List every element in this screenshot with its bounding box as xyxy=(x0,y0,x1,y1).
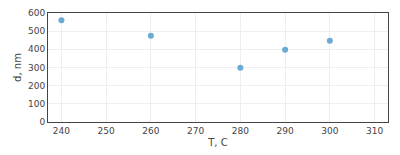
svg-text:600: 600 xyxy=(28,8,45,18)
svg-text:240: 240 xyxy=(53,126,70,136)
svg-text:100: 100 xyxy=(28,99,45,109)
svg-text:0: 0 xyxy=(39,117,45,127)
svg-text:260: 260 xyxy=(142,126,159,136)
svg-text:290: 290 xyxy=(277,126,294,136)
svg-text:270: 270 xyxy=(187,126,204,136)
svg-text:310: 310 xyxy=(366,126,383,136)
svg-text:400: 400 xyxy=(28,44,45,54)
svg-text:d, nm: d, nm xyxy=(12,53,23,82)
svg-text:280: 280 xyxy=(232,126,249,136)
svg-text:500: 500 xyxy=(28,26,45,36)
svg-text:250: 250 xyxy=(98,126,115,136)
svg-text:300: 300 xyxy=(321,126,338,136)
svg-text:T, C: T, C xyxy=(207,137,227,148)
svg-text:200: 200 xyxy=(28,81,45,91)
svg-text:300: 300 xyxy=(28,63,45,73)
